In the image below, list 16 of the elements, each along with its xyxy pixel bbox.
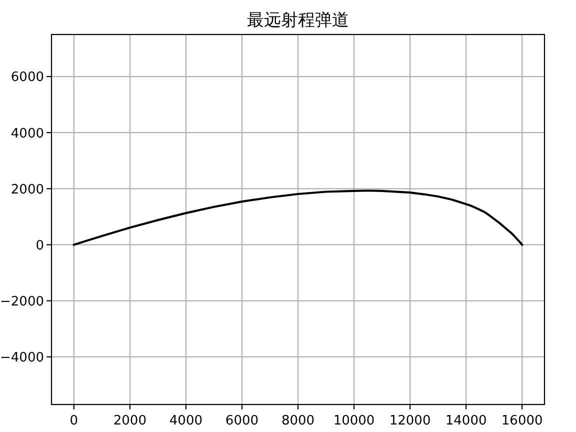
y-tick-label: 6000 <box>10 70 44 86</box>
y-tick-label: 0 <box>36 238 44 254</box>
x-tick-label: 10000 <box>333 414 375 428</box>
y-tick-label: 2000 <box>10 182 44 198</box>
x-tick-label: 12000 <box>389 414 431 428</box>
title: 最远射程弹道 <box>247 10 349 30</box>
x-tick-label: 4000 <box>169 414 202 428</box>
y-tick-label: 4000 <box>10 126 44 142</box>
x-tick-label: 14000 <box>445 414 487 428</box>
x-tick-label: 16000 <box>501 414 543 428</box>
x-tick-label: 6000 <box>225 414 259 428</box>
y-tick-label: −4000 <box>0 350 44 366</box>
x-tick-label: 2000 <box>113 414 146 428</box>
x-tick-label: 8000 <box>281 414 315 428</box>
y-tick-label: −2000 <box>0 294 44 310</box>
x-tick-label: 0 <box>70 414 78 428</box>
